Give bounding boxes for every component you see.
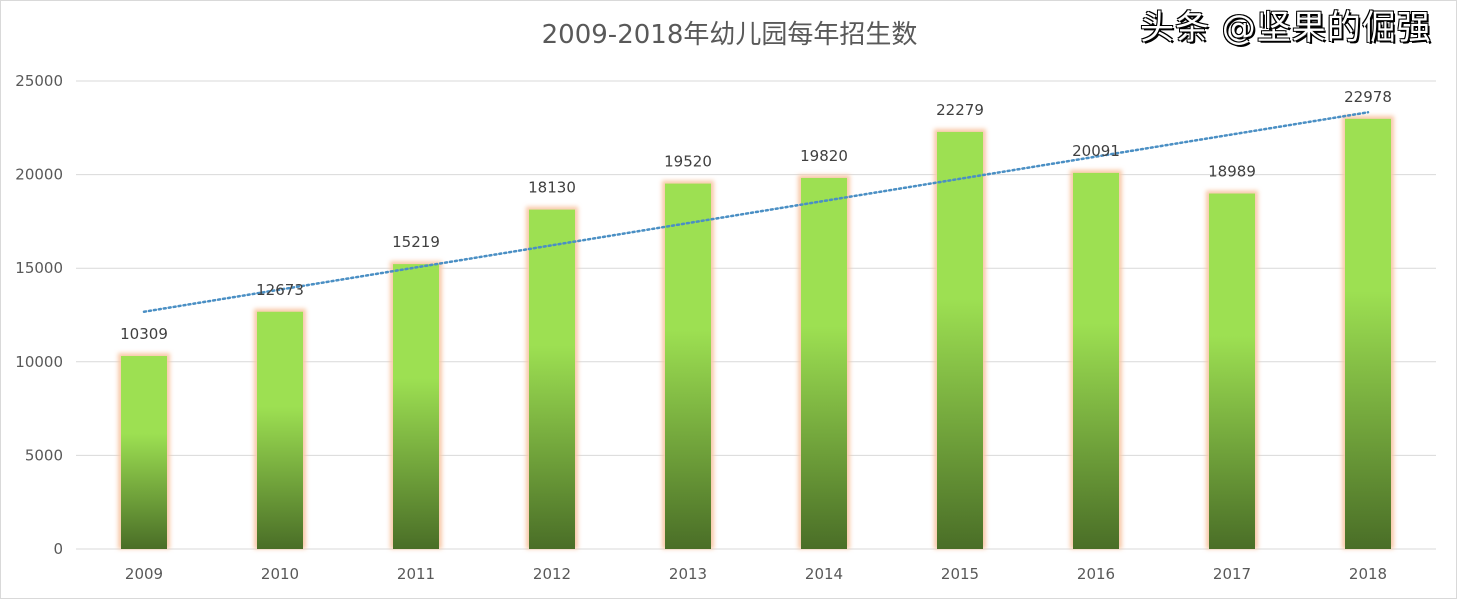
x-tick-label: 2017 [1213, 565, 1251, 583]
bar [393, 264, 439, 549]
x-tick-label: 2009 [125, 565, 163, 583]
y-tick-label: 20000 [15, 166, 63, 184]
x-tick-label: 2018 [1349, 565, 1387, 583]
y-tick-label: 5000 [25, 446, 63, 464]
data-label: 18989 [1208, 163, 1256, 181]
bar [121, 356, 167, 549]
y-tick-label: 15000 [15, 259, 63, 277]
data-label: 10309 [120, 325, 168, 343]
x-tick-label: 2011 [397, 565, 435, 583]
data-label: 19520 [664, 153, 712, 171]
bar [665, 183, 711, 549]
x-tick-label: 2010 [261, 565, 299, 583]
bar [529, 209, 575, 550]
x-tick-label: 2013 [669, 565, 707, 583]
bar [257, 311, 303, 549]
bar [937, 131, 983, 549]
data-label: 12673 [256, 281, 304, 299]
x-tick-label: 2014 [805, 565, 843, 583]
watermark: 头条 @坚果的倔强 [1140, 8, 1432, 48]
bar [801, 177, 847, 549]
data-label: 18130 [528, 179, 576, 197]
y-tick-label: 25000 [15, 72, 63, 90]
data-label: 19820 [800, 147, 848, 165]
y-tick-label: 10000 [15, 353, 63, 371]
bar [1073, 172, 1119, 549]
x-tick-label: 2012 [533, 565, 571, 583]
chart-title: 2009-2018年幼儿园每年招生数 [541, 20, 918, 50]
x-tick-label: 2015 [941, 565, 979, 583]
data-label: 22978 [1344, 88, 1392, 106]
data-label: 15219 [392, 233, 440, 251]
bar [1345, 118, 1391, 549]
data-label: 22279 [936, 101, 984, 119]
y-tick-label: 0 [53, 540, 63, 558]
data-label: 20091 [1072, 142, 1120, 160]
x-tick-label: 2016 [1077, 565, 1115, 583]
trendline [142, 111, 1370, 314]
bar [1209, 193, 1255, 549]
